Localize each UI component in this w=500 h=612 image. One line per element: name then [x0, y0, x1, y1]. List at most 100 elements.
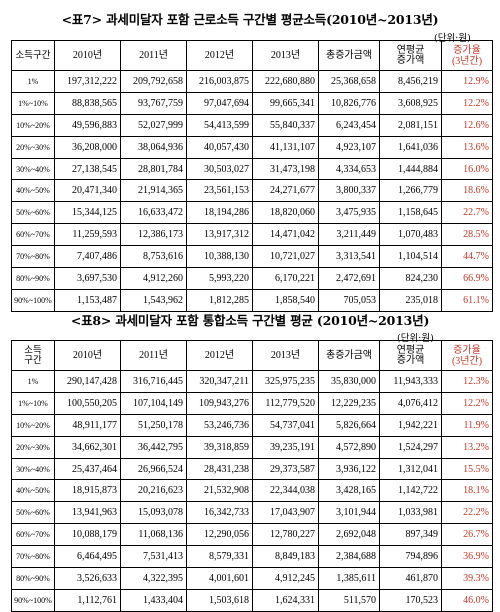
value-2013-cell: 112,779,520	[252, 391, 319, 415]
value-2013-cell: 22,344,038	[252, 479, 319, 503]
value-2011-cell: 209,792,658	[120, 70, 187, 93]
value-2010-cell: 15,344,125	[54, 201, 121, 225]
value-2011-cell: 11,068,136	[120, 523, 187, 547]
total-increase-cell: 3,313,541	[318, 245, 380, 269]
annual-increase-cell: 1,444,884	[379, 157, 442, 181]
annual-increase-cell: 1,312,041	[379, 457, 442, 481]
bracket-cell: 1%~10%	[11, 391, 55, 415]
annual-increase-cell: 8,456,219	[379, 70, 442, 93]
value-2011-cell: 12,386,173	[120, 223, 187, 247]
table-row: 20%~30% 36,208,000 38,064,936 40,057,430 41,…	[11, 135, 493, 159]
value-2010-cell: 11,259,593	[54, 223, 121, 247]
table-row: 80%~90% 3,526,633 4,322,395 4,001,601 4,912,…	[11, 567, 493, 590]
table8-header-total-increase: 총증가금액	[318, 340, 380, 371]
annual-increase-cell: 1,142,722	[379, 479, 442, 503]
value-2010-cell: 48,911,177	[54, 413, 121, 437]
value-2012-cell: 12,290,056	[186, 523, 253, 547]
annual-increase-cell: 461,870	[379, 567, 442, 590]
annual-increase-cell: 897,349	[379, 523, 442, 547]
value-2013-cell: 17,043,907	[252, 501, 319, 525]
table7-header-2011: 2011년	[120, 40, 187, 71]
total-increase-cell: 6,243,454	[318, 113, 380, 137]
annual-increase-cell: 794,896	[379, 545, 442, 569]
table7-header-total-increase: 총증가금액	[318, 40, 380, 71]
rate-cell: 13.2%	[441, 435, 493, 459]
table8-header-2012: 2012년	[186, 340, 253, 371]
value-2011-cell: 38,064,936	[120, 135, 187, 159]
table8: 소득 구간 2010년 2011년 2012년 2013년 총증가금액 연평균 …	[11, 340, 493, 612]
value-2012-cell: 28,431,238	[186, 457, 253, 481]
table8-header-2011: 2011년	[120, 340, 187, 371]
bracket-cell: 70%~80%	[11, 245, 55, 269]
table-row: 20%~30% 34,662,301 36,442,795 39,318,859 39,…	[11, 435, 493, 459]
table-row: 30%~40% 27,138,545 28,801,784 30,503,027 31,…	[11, 157, 493, 181]
value-2011-cell: 36,442,795	[120, 435, 187, 459]
table7-header-rate-line2: (3년간)	[451, 55, 483, 67]
rate-cell: 18.1%	[441, 479, 493, 503]
total-increase-cell: 2,472,691	[318, 267, 380, 290]
bracket-cell: 90%~100%	[11, 588, 55, 612]
rate-cell: 18.6%	[441, 179, 493, 203]
value-2011-cell: 52,027,999	[120, 113, 187, 137]
table-row: 60%~70% 11,259,593 12,386,173 13,917,312 14,…	[11, 223, 493, 247]
value-2013-cell: 10,721,027	[252, 245, 319, 269]
value-2011-cell: 8,753,616	[120, 245, 187, 269]
value-2010-cell: 6,464,495	[54, 545, 121, 569]
value-2012-cell: 1,503,618	[186, 588, 253, 612]
table7-title: <표7> 과세미달자 포함 근로소득 구간별 평균소득(2010년~2013년)	[61, 12, 439, 27]
rate-cell: 46.0%	[441, 588, 493, 612]
table-row: 1% 197,312,222 209,792,658 216,003,875 222,6…	[11, 70, 493, 93]
value-2013-cell: 29,373,587	[252, 457, 319, 481]
annual-increase-cell: 170,523	[379, 588, 442, 612]
value-2012-cell: 18,194,286	[186, 201, 253, 225]
value-2012-cell: 320,347,211	[186, 370, 253, 393]
bracket-cell: 60%~70%	[11, 223, 55, 247]
value-2012-cell: 109,943,276	[186, 391, 253, 415]
table7-unit-label: (단위:원)	[434, 33, 471, 44]
table8-header-rate-line2: (3년간)	[451, 355, 483, 367]
annual-increase-cell: 1,266,779	[379, 179, 442, 203]
value-2012-cell: 1,812,285	[186, 288, 253, 312]
rate-cell: 66.9%	[441, 267, 493, 290]
bracket-cell: 30%~40%	[11, 457, 55, 481]
value-2013-cell: 1,858,540	[252, 288, 319, 312]
total-increase-cell: 25,368,658	[318, 70, 380, 93]
value-2010-cell: 3,697,530	[54, 267, 121, 290]
bracket-cell: 20%~30%	[11, 135, 55, 159]
value-2013-cell: 14,471,042	[252, 223, 319, 247]
value-2012-cell: 39,318,859	[186, 435, 253, 459]
table7-header-2010: 2010년	[54, 40, 121, 71]
table8-header-2010: 2010년	[54, 340, 121, 371]
rate-cell: 13.6%	[441, 135, 493, 159]
table7-header-bracket: 소득구간	[11, 40, 55, 71]
value-2013-cell: 99,665,341	[252, 91, 319, 115]
rate-cell: 16.0%	[441, 157, 493, 181]
table-row: 1%~10% 100,550,205 107,104,149 109,943,276 1…	[11, 391, 493, 415]
value-2012-cell: 4,001,601	[186, 567, 253, 590]
value-2011-cell: 15,093,078	[120, 501, 187, 525]
value-2011-cell: 107,104,149	[120, 391, 187, 415]
total-increase-cell: 2,692,048	[318, 523, 380, 547]
annual-increase-cell: 1,524,297	[379, 435, 442, 459]
table-row: 40%~50% 20,471,340 21,914,365 23,561,153 24,…	[11, 179, 493, 203]
annual-increase-cell: 3,608,925	[379, 91, 442, 115]
total-increase-cell: 3,936,122	[318, 457, 380, 481]
table-row: 10%~20% 49,596,883 52,027,999 54,413,599 55,…	[11, 113, 493, 137]
table-row: 50%~60% 15,344,125 16,633,472 18,194,286 18,…	[11, 201, 493, 225]
table8-header-bracket: 소득 구간	[11, 340, 55, 371]
value-2012-cell: 30,503,027	[186, 157, 253, 181]
total-increase-cell: 3,428,165	[318, 479, 380, 503]
value-2010-cell: 197,312,222	[54, 70, 121, 93]
total-increase-cell: 3,101,944	[318, 501, 380, 525]
bracket-cell: 50%~60%	[11, 501, 55, 525]
total-increase-cell: 3,211,449	[318, 223, 380, 247]
value-2012-cell: 10,388,130	[186, 245, 253, 269]
total-increase-cell: 1,385,611	[318, 567, 380, 590]
value-2011-cell: 4,912,260	[120, 267, 187, 290]
value-2013-cell: 4,912,245	[252, 567, 319, 590]
annual-increase-cell: 2,081,151	[379, 113, 442, 137]
value-2011-cell: 21,914,365	[120, 179, 187, 203]
table7: 소득구간 2010년 2011년 2012년 2013년 총증가금액 연평균 증…	[11, 40, 493, 312]
value-2012-cell: 21,532,908	[186, 479, 253, 503]
table8-header-rate: 증가율 (3년간)	[441, 340, 493, 371]
